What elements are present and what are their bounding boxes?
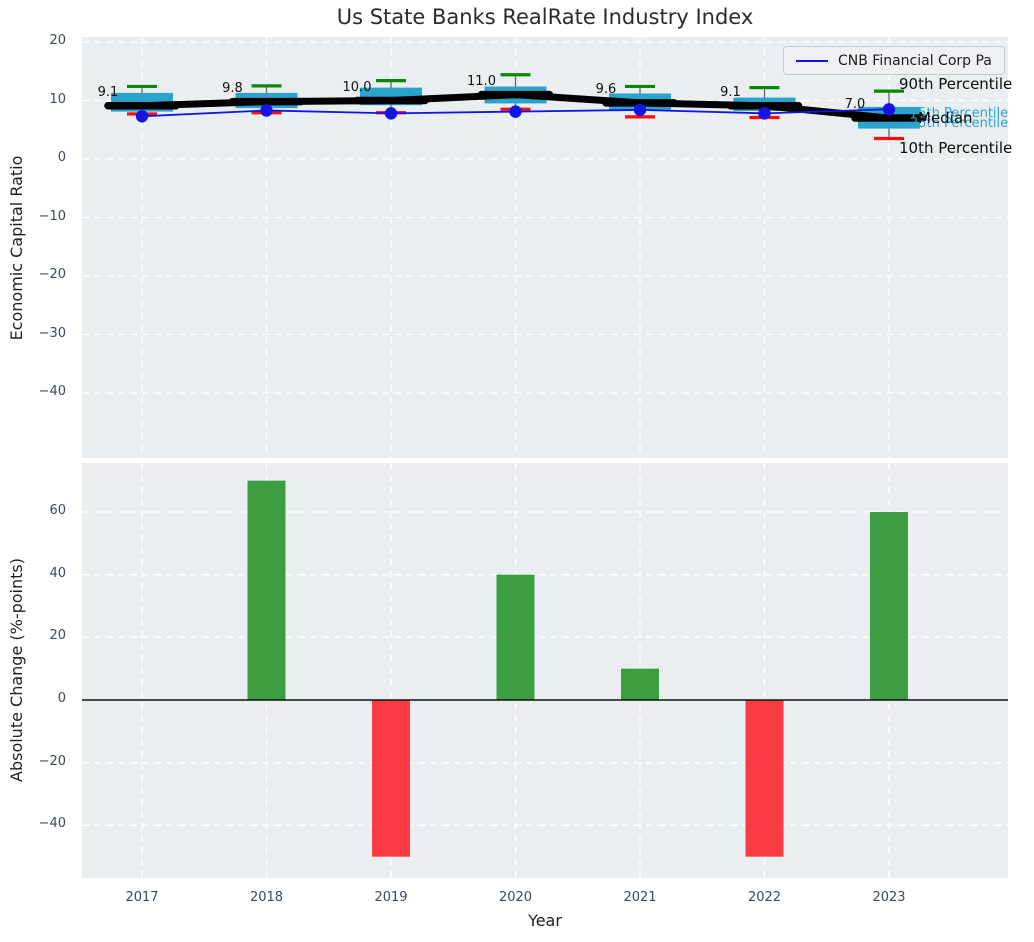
y-tick-label: 40: [49, 565, 66, 581]
annotation-median: Median: [918, 109, 973, 127]
company-marker: [135, 110, 149, 123]
x-tick-label: 2019: [374, 890, 408, 905]
y-tick-label: −10: [38, 208, 66, 224]
y-tick-label: −20: [38, 267, 66, 282]
x-tick-label: 2021: [623, 890, 657, 905]
x-axis-label: Year: [528, 911, 562, 930]
company-marker: [882, 103, 896, 116]
y-tick-label: −30: [38, 325, 66, 341]
bar-positive: [621, 668, 659, 700]
y-tick-label: 20: [49, 628, 66, 644]
company-marker: [633, 103, 647, 117]
y-tick-label: 0: [57, 691, 66, 706]
annotation-90th-percentile: 90th Percentile: [899, 75, 1013, 93]
y-tick-label: −40: [38, 816, 66, 832]
bar-positive: [247, 480, 286, 700]
median-value-annotation: 9.1: [97, 84, 119, 100]
x-tick-label: 2017: [125, 890, 159, 905]
y-tick-label: 10: [49, 91, 66, 107]
plot-background-bottom: [82, 463, 1008, 878]
y-tick-label: 0: [57, 150, 66, 165]
median-value-annotation: 9.8: [222, 80, 243, 96]
y-tick-label: 60: [49, 503, 66, 518]
company-marker: [384, 107, 398, 120]
x-tick-label: 2022: [747, 890, 782, 905]
legend: CNB Financial Corp Pa: [783, 46, 1005, 75]
legend-label: CNB Financial Corp Pa: [838, 52, 992, 69]
chart-title: Us State Banks RealRate Industry Index: [336, 5, 754, 29]
annotation-75th-percentile: 75th Percentile: [910, 106, 1009, 121]
y-tick-label: 20: [49, 33, 66, 48]
median-value-annotation: 9.1: [720, 84, 741, 100]
legend-line-sample: [796, 59, 828, 62]
company-marker: [758, 107, 771, 120]
median-value-annotation: 9.6: [595, 81, 617, 97]
company-marker: [509, 105, 522, 118]
x-tick-label: 2020: [498, 890, 533, 905]
annotation-10th-percentile: 10th Percentile: [899, 139, 1013, 157]
x-tick-label: 2018: [249, 890, 284, 905]
bar-negative: [372, 700, 410, 857]
y-axis-label-top: Economic Capital Ratio: [7, 155, 26, 341]
bar-positive: [496, 574, 535, 700]
x-tick-label: 2023: [872, 890, 906, 905]
company-marker: [260, 104, 273, 117]
bar-negative: [745, 700, 784, 857]
median-value-annotation: 11.0: [467, 73, 496, 89]
median-value-annotation: 10.0: [342, 79, 372, 95]
median-value-annotation: 7.0: [844, 97, 866, 113]
annotation-25th-percentile: 25th Percentile: [910, 116, 1009, 131]
y-tick-label: −20: [38, 753, 66, 769]
bar-positive: [870, 512, 908, 700]
y-tick-label: −40: [38, 384, 66, 399]
